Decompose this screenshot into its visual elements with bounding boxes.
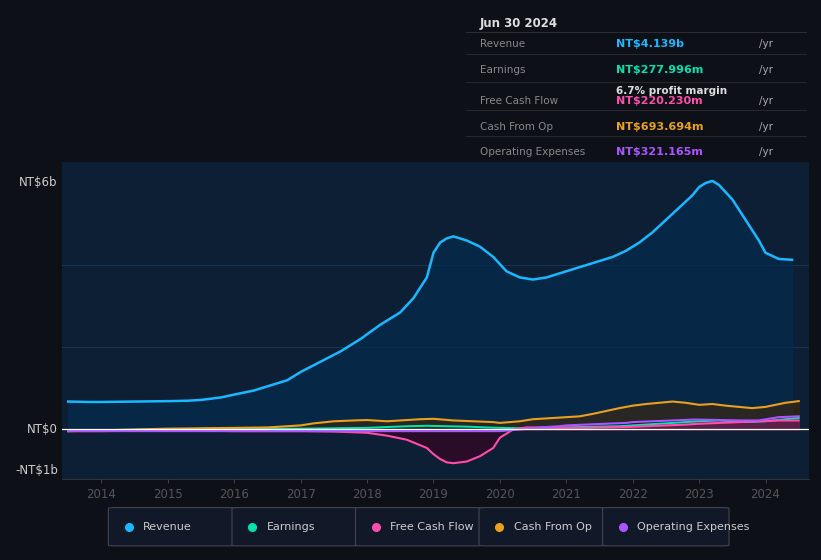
- Text: Revenue: Revenue: [480, 39, 525, 49]
- Text: Revenue: Revenue: [143, 522, 192, 532]
- Text: NT$277.996m: NT$277.996m: [617, 65, 704, 75]
- Text: Free Cash Flow: Free Cash Flow: [480, 96, 558, 106]
- Text: Operating Expenses: Operating Expenses: [637, 522, 750, 532]
- Text: Jun 30 2024: Jun 30 2024: [480, 17, 558, 30]
- FancyBboxPatch shape: [355, 507, 482, 546]
- Text: Cash From Op: Cash From Op: [514, 522, 592, 532]
- Text: /yr: /yr: [759, 65, 773, 75]
- Text: /yr: /yr: [759, 39, 773, 49]
- Text: Free Cash Flow: Free Cash Flow: [390, 522, 474, 532]
- Text: NT$4.139b: NT$4.139b: [617, 39, 684, 49]
- Text: /yr: /yr: [759, 122, 773, 132]
- FancyBboxPatch shape: [479, 507, 605, 546]
- FancyBboxPatch shape: [232, 507, 359, 546]
- Text: Earnings: Earnings: [267, 522, 315, 532]
- Text: NT$693.694m: NT$693.694m: [617, 122, 704, 132]
- Text: 6.7% profit margin: 6.7% profit margin: [617, 86, 727, 96]
- FancyBboxPatch shape: [108, 507, 235, 546]
- FancyBboxPatch shape: [603, 507, 729, 546]
- Text: Earnings: Earnings: [480, 65, 525, 75]
- Text: -NT$1b: -NT$1b: [15, 464, 57, 477]
- Text: /yr: /yr: [759, 147, 773, 157]
- Text: NT$321.165m: NT$321.165m: [617, 147, 703, 157]
- Text: NT$220.230m: NT$220.230m: [617, 96, 703, 106]
- Text: /yr: /yr: [759, 96, 773, 106]
- Text: NT$6b: NT$6b: [20, 176, 57, 189]
- Text: Operating Expenses: Operating Expenses: [480, 147, 585, 157]
- Text: Cash From Op: Cash From Op: [480, 122, 553, 132]
- Text: NT$0: NT$0: [27, 423, 57, 436]
